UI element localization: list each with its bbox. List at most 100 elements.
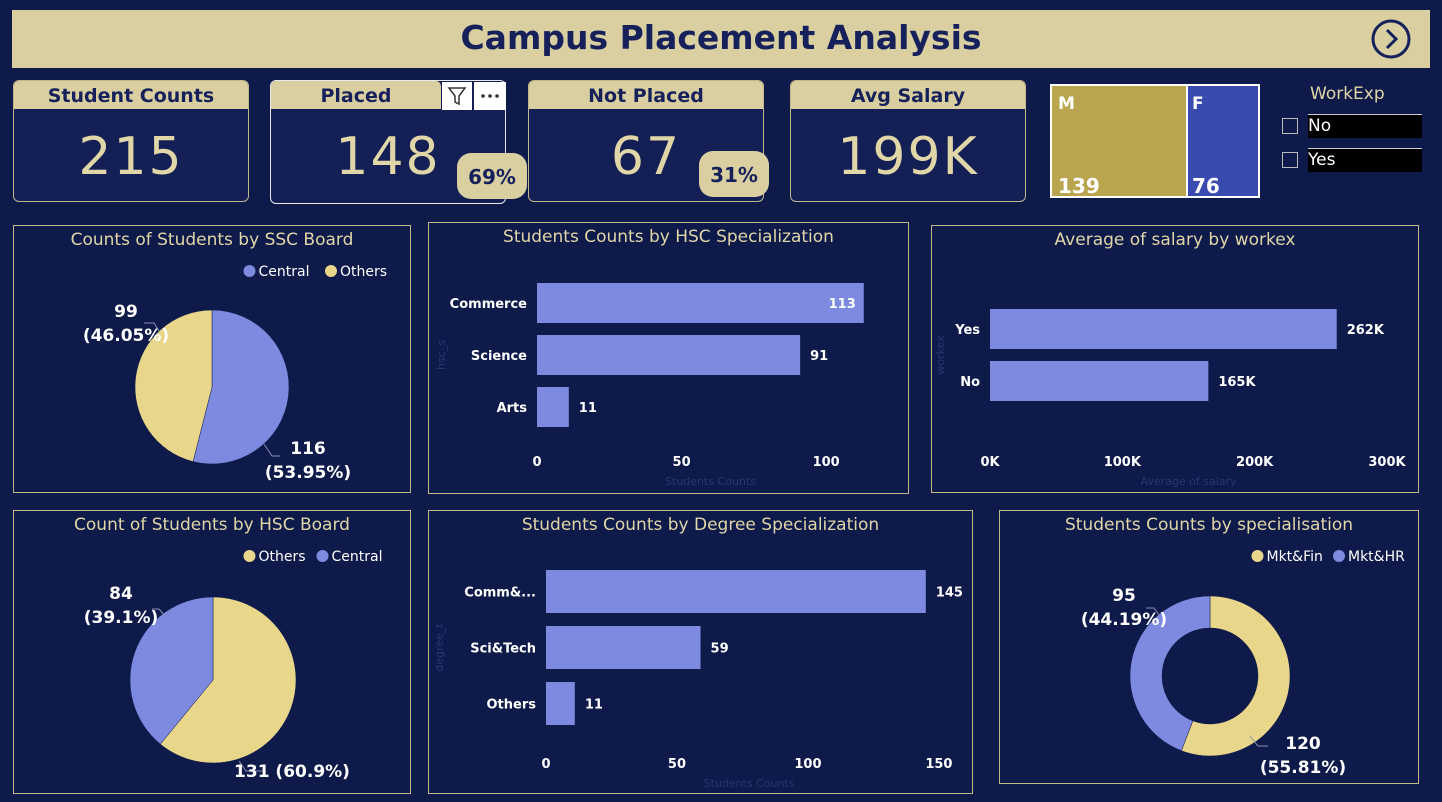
- chart-svg: Counts of Students by SSC Board Central Ot…: [71, 230, 387, 483]
- checkbox-icon[interactable]: [1282, 118, 1298, 134]
- data-label: 165K: [1218, 375, 1256, 390]
- axis-label: degree_t: [433, 623, 446, 672]
- kpi-value: 199K: [837, 127, 979, 187]
- tick-label: 0: [541, 757, 550, 772]
- data-label: 59: [711, 642, 729, 657]
- legend-label[interactable]: Others: [259, 549, 306, 565]
- kpi-student-counts[interactable]: Student Counts 215: [13, 80, 249, 202]
- kpi-label: Not Placed: [529, 81, 763, 109]
- axis-label: Students Counts: [665, 475, 756, 488]
- tick-label: 50: [668, 757, 686, 772]
- bar[interactable]: [546, 570, 926, 613]
- axis-label: hsc_s: [435, 340, 448, 370]
- next-page-icon[interactable]: [1370, 18, 1412, 60]
- legend-label[interactable]: Mkt&HR: [1348, 549, 1405, 565]
- slicer-option-yes[interactable]: Yes: [1280, 148, 1422, 172]
- bar[interactable]: [546, 682, 575, 725]
- legend-marker: [316, 550, 329, 562]
- chart-hsc-specialization[interactable]: Students Counts by HSC Specialization Com…: [428, 222, 909, 494]
- tick-label: 200K: [1236, 455, 1274, 470]
- data-label: (55.81%): [1260, 758, 1346, 778]
- chart-svg: Students Counts by HSC Specialization Com…: [435, 227, 864, 488]
- chart-svg: Students Counts by specialisation Mkt&Fin…: [1065, 515, 1405, 778]
- pie-slice[interactable]: [160, 596, 297, 764]
- pie-slice[interactable]: [192, 309, 290, 465]
- chart-specialisation[interactable]: Students Counts by specialisation Mkt&Fin…: [999, 510, 1419, 784]
- chart-degree-specialization[interactable]: Students Counts by Degree Specialization…: [428, 510, 973, 794]
- data-label: (44.19%): [1081, 610, 1167, 630]
- tick-label: 100: [794, 757, 821, 772]
- data-label: 120: [1285, 734, 1321, 754]
- gender-tile-female[interactable]: F 76: [1188, 86, 1258, 198]
- data-label: 113: [829, 297, 856, 312]
- data-label: 84: [109, 584, 133, 604]
- bar[interactable]: [546, 626, 701, 669]
- chart-svg: Average of salary by workex Yes 262K No 165K…: [934, 230, 1407, 488]
- category-label: Comm&...: [464, 586, 536, 601]
- chart-ssc-board[interactable]: Counts of Students by SSC Board Central Ot…: [13, 225, 411, 493]
- data-label: 11: [579, 401, 597, 416]
- tick-label: 100K: [1104, 455, 1142, 470]
- placed-percent-badge: 69%: [457, 153, 527, 199]
- more-options-icon[interactable]: [474, 82, 506, 110]
- kpi-value: 67: [610, 127, 682, 187]
- legend-marker: [243, 550, 256, 562]
- legend-label[interactable]: Central: [332, 549, 383, 565]
- category-label: Commerce: [450, 297, 527, 312]
- gender-label: F: [1192, 94, 1204, 114]
- bar[interactable]: [537, 335, 801, 375]
- slicer-option-no[interactable]: No: [1280, 114, 1422, 138]
- chart-salary-by-workex[interactable]: Average of salary by workex Yes 262K No 165K…: [931, 225, 1419, 493]
- category-label: Arts: [497, 401, 528, 416]
- leader-line: [152, 608, 167, 618]
- filter-icon[interactable]: [442, 82, 472, 110]
- checkbox-icon[interactable]: [1282, 152, 1298, 168]
- data-label: 99: [114, 302, 138, 322]
- page-title: Campus Placement Analysis: [460, 18, 982, 57]
- data-label: 11: [585, 698, 603, 713]
- category-label: No: [960, 375, 980, 390]
- kpi-avg-salary[interactable]: Avg Salary 199K: [790, 80, 1026, 202]
- pie-slice[interactable]: [129, 596, 214, 745]
- leader-line: [1249, 735, 1268, 747]
- legend-label[interactable]: Mkt&Fin: [1267, 549, 1323, 565]
- pie-slice[interactable]: [134, 309, 213, 462]
- slicer-option-label: Yes: [1308, 150, 1336, 170]
- legend-marker: [243, 265, 256, 277]
- leader-line: [263, 443, 280, 457]
- gender-treemap[interactable]: M 139 F 76: [1050, 84, 1260, 198]
- leader-line: [238, 760, 262, 772]
- kpi-label: Student Counts: [14, 81, 248, 109]
- tick-label: 0K: [980, 455, 1000, 470]
- kpi-value: 148: [335, 127, 441, 187]
- kpi-label: Placed: [271, 81, 441, 109]
- data-label: 145: [936, 586, 963, 601]
- data-label: 131 (60.9%): [234, 762, 350, 782]
- kpi-not-placed[interactable]: Not Placed 67 31%: [528, 80, 769, 202]
- chart-svg: Students Counts by Degree Specialization…: [433, 515, 963, 790]
- title-banner: Campus Placement Analysis: [12, 10, 1430, 68]
- bar[interactable]: [537, 387, 569, 427]
- data-label: 91: [810, 349, 828, 364]
- leader-line: [144, 322, 160, 332]
- gender-tile-male[interactable]: M 139: [1052, 86, 1186, 198]
- chart-title: Students Counts by Degree Specialization: [522, 515, 879, 535]
- legend-marker: [1251, 550, 1264, 562]
- bar[interactable]: [537, 283, 864, 323]
- pie-slice[interactable]: [1129, 595, 1211, 752]
- axis-label: Students Counts: [704, 777, 795, 790]
- slicer-title: WorkExp: [1310, 84, 1385, 104]
- tick-label: 50: [673, 455, 691, 470]
- gender-label: M: [1058, 94, 1075, 114]
- chart-title: Count of Students by HSC Board: [74, 515, 350, 535]
- legend-label[interactable]: Central: [259, 264, 310, 280]
- bar[interactable]: [990, 309, 1337, 349]
- tick-label: 150: [925, 757, 952, 772]
- bar[interactable]: [990, 361, 1209, 401]
- data-label: (39.1%): [84, 608, 159, 628]
- legend-marker: [1333, 550, 1345, 562]
- chart-hsc-board[interactable]: Count of Students by HSC Board Others Cent…: [13, 510, 411, 794]
- legend-label[interactable]: Others: [340, 264, 387, 280]
- data-label: 262K: [1347, 323, 1385, 338]
- tick-label: 100: [813, 455, 840, 470]
